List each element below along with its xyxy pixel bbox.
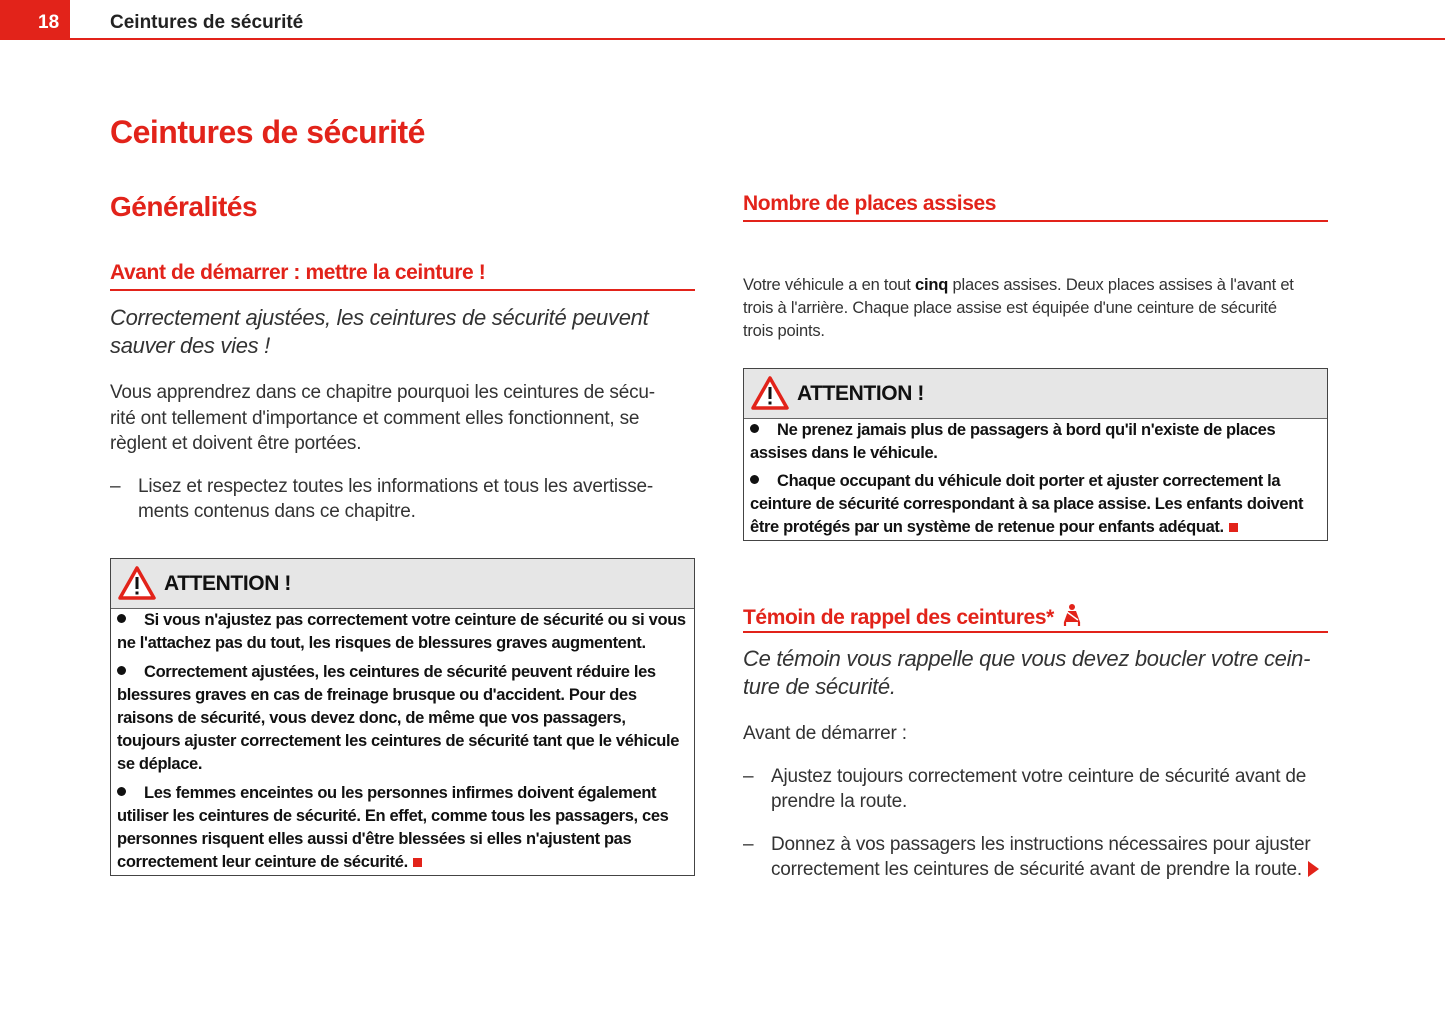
warning-bullet: Correctement ajustées, les ceintures de … — [117, 663, 680, 773]
dash-item: Donnez à vos passagers les instructions … — [771, 832, 1319, 882]
warning-header: ATTENTION ! — [744, 369, 1327, 419]
dash-marker: – — [110, 476, 121, 497]
bullet-dot — [750, 475, 759, 484]
seatbelt-warning-icon — [1064, 604, 1081, 626]
heading-rule — [743, 631, 1328, 633]
warning-title: ATTENTION ! — [164, 572, 292, 595]
bullet-dot — [750, 424, 759, 433]
item-line: Lisez et respectez toutes les informatio… — [138, 476, 654, 497]
warning-triangle-icon — [118, 566, 156, 600]
running-title: Ceintures de sécurité — [110, 12, 304, 33]
warning-triangle-icon — [751, 376, 789, 410]
warning-bullet: Les femmes enceintes ou les personnes in… — [117, 784, 669, 871]
dash-marker: – — [743, 766, 754, 787]
subsection-heading: Avant de démarrer : mettre la ceinture ! — [110, 261, 486, 284]
lead-line: Correctement ajustées, les ceintures de … — [110, 305, 649, 330]
continue-arrow-icon — [1307, 861, 1319, 877]
warning-header: ATTENTION ! — [111, 559, 694, 609]
dash-item: Lisez et respectez toutes les informatio… — [138, 474, 653, 524]
warning-bullet: Chaque occupant du véhicule doit porter … — [750, 472, 1304, 536]
lead-text: Correctement ajustées, les ceintures de … — [110, 304, 649, 360]
end-of-section-icon — [412, 858, 422, 867]
seats-paragraph: Votre véhicule a en tout cinq places ass… — [743, 276, 1294, 340]
dash-item: Ajustez toujours correctement votre cein… — [771, 766, 1307, 812]
warning-box: ATTENTION ! Ne prenez jamais plus de pas… — [743, 368, 1328, 541]
item-line: ments contenus dans ce chapitre. — [138, 501, 416, 522]
reminder-lead: Ce témoin vous rappelle que vous devez b… — [743, 646, 1311, 699]
heading-rule — [743, 220, 1328, 222]
intro-line: règlent et doivent être portées. — [110, 433, 362, 454]
header-rule — [70, 38, 1445, 40]
dash-marker: – — [743, 834, 754, 855]
page-number: 18 — [38, 12, 60, 33]
section-heading: Généralités — [110, 191, 258, 222]
intro-paragraph: Vous apprendrez dans ce chapitre pourquo… — [110, 380, 655, 457]
end-of-section-icon — [1228, 523, 1238, 532]
bullet-dot — [117, 787, 126, 796]
warning-box: ATTENTION ! Si vous n'ajustez pas correc… — [110, 558, 695, 876]
warning-title: ATTENTION ! — [797, 382, 925, 405]
warning-bullet: Ne prenez jamais plus de passagers à bor… — [750, 421, 1276, 462]
intro-line: rité ont tellement d'importance et comme… — [110, 407, 640, 429]
seats-heading: Nombre de places assises — [743, 192, 997, 215]
intro-line: Vous apprendrez dans ce chapitre pourquo… — [110, 382, 655, 403]
lead-line: sauver des vies ! — [110, 333, 270, 358]
page-number-tab — [0, 0, 70, 40]
warning-bullet: Si vous n'ajustez pas correctement votre… — [117, 611, 686, 652]
bullet-dot — [117, 666, 126, 675]
bullet-dot — [117, 614, 126, 623]
reminder-heading: Témoin de rappel des ceintures* — [743, 603, 1083, 630]
before-start-label: Avant de démarrer : — [743, 723, 907, 744]
page-title: Ceintures de sécurité — [110, 114, 425, 150]
heading-rule — [110, 289, 695, 291]
